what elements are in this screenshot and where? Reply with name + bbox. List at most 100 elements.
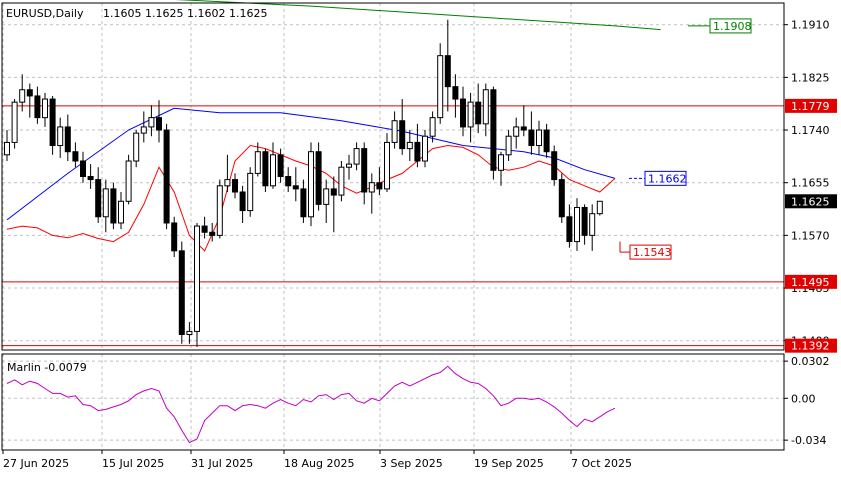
candle <box>467 92 474 143</box>
candle-body <box>186 330 193 336</box>
osc-y-tick-label: 0.0302 <box>791 355 830 368</box>
moving-average-line-2 <box>175 0 661 31</box>
candle-body <box>558 179 565 218</box>
candle <box>118 191 124 230</box>
candle <box>49 95 56 155</box>
candle <box>34 86 41 124</box>
candle <box>308 142 314 227</box>
candle <box>285 167 292 192</box>
candle <box>148 105 155 137</box>
candle-body <box>11 101 18 143</box>
annotation-box-3: 1.1543 <box>619 241 672 260</box>
candle <box>323 179 330 223</box>
candle-body <box>330 188 337 196</box>
candle-body <box>543 129 550 153</box>
candle <box>452 74 459 118</box>
candle-body <box>156 117 162 131</box>
y-tick-label: 1.1825 <box>791 71 830 84</box>
candle-body <box>110 188 117 224</box>
candle-body <box>376 182 383 190</box>
annotation-label: 1.1908 <box>713 20 752 33</box>
candle-body <box>315 151 322 205</box>
candle <box>57 117 64 158</box>
candle <box>254 142 261 177</box>
candle <box>80 151 86 183</box>
price-tag-label: 1.1625 <box>791 195 830 208</box>
candle-body <box>26 89 33 97</box>
candle-body <box>194 225 200 332</box>
candle <box>186 322 193 344</box>
candle-body <box>148 117 155 128</box>
candle-body <box>270 154 276 187</box>
candle <box>125 154 132 205</box>
candle <box>300 179 307 223</box>
candle <box>399 99 406 155</box>
candle-body <box>361 148 368 193</box>
candle-body <box>308 151 314 218</box>
candle <box>95 167 102 223</box>
candle <box>384 133 390 192</box>
candle-body <box>505 135 512 156</box>
candle-body <box>277 154 284 177</box>
candle <box>581 204 588 245</box>
x-tick-label: 3 Sep 2025 <box>380 457 443 470</box>
candle <box>406 130 413 162</box>
candle <box>87 164 94 189</box>
price-tag-3: 1.1392 <box>785 338 837 353</box>
price-tag-bg <box>785 194 837 209</box>
candle-body <box>429 117 436 137</box>
candle-body <box>596 200 603 215</box>
candle-body <box>232 179 238 193</box>
candle-body <box>262 151 269 187</box>
candle-body <box>368 182 375 193</box>
candle-body <box>254 151 261 174</box>
candle-body <box>72 151 79 162</box>
candle <box>247 167 254 217</box>
candle-body <box>178 250 185 336</box>
candle-body <box>224 179 231 187</box>
candle <box>574 198 580 251</box>
candle-body <box>399 120 406 150</box>
candle <box>391 111 398 149</box>
candle <box>239 185 246 223</box>
y-tick-label: 1.1570 <box>791 229 830 242</box>
candle-body <box>566 216 573 243</box>
x-tick-label: 7 Oct 2025 <box>571 457 632 470</box>
annotation-frame <box>629 244 672 260</box>
candle-body <box>323 188 330 205</box>
candle-body <box>102 188 109 218</box>
candle-body <box>581 206 588 236</box>
osc-y-tick-label: -0.034 <box>791 434 826 447</box>
candle-body <box>80 160 86 177</box>
candle <box>513 117 520 149</box>
ohlc-readout: 1.1605 1.1625 1.1602 1.1625 <box>103 7 267 20</box>
price-tag-label: 1.1495 <box>791 276 830 289</box>
candle <box>201 216 208 239</box>
candle-body <box>482 89 489 125</box>
candle-body <box>285 176 292 187</box>
candle <box>361 142 368 205</box>
candle <box>110 182 117 230</box>
candle-body <box>4 141 10 156</box>
candle-body <box>133 132 140 162</box>
candle <box>64 114 71 162</box>
candle <box>543 123 550 158</box>
candle-body <box>452 86 459 100</box>
price-tag-bg <box>785 274 837 289</box>
y-tick-label: 1.1655 <box>791 177 830 190</box>
x-tick-label: 31 Jul 2025 <box>191 457 253 470</box>
candle <box>422 130 428 168</box>
annotation-label: 1.1543 <box>633 246 672 259</box>
candle <box>566 204 573 248</box>
candle <box>596 200 603 216</box>
price-tag-label: 1.1392 <box>791 340 830 353</box>
candle <box>140 111 147 143</box>
candle <box>232 173 238 199</box>
annotation-label: 1.1662 <box>648 172 687 185</box>
candle-body <box>216 185 223 236</box>
price-levels: 1.1908 1.1662 1.1543 <box>2 18 784 347</box>
candle <box>209 222 216 242</box>
candle-body <box>490 89 497 171</box>
candle <box>330 176 337 233</box>
